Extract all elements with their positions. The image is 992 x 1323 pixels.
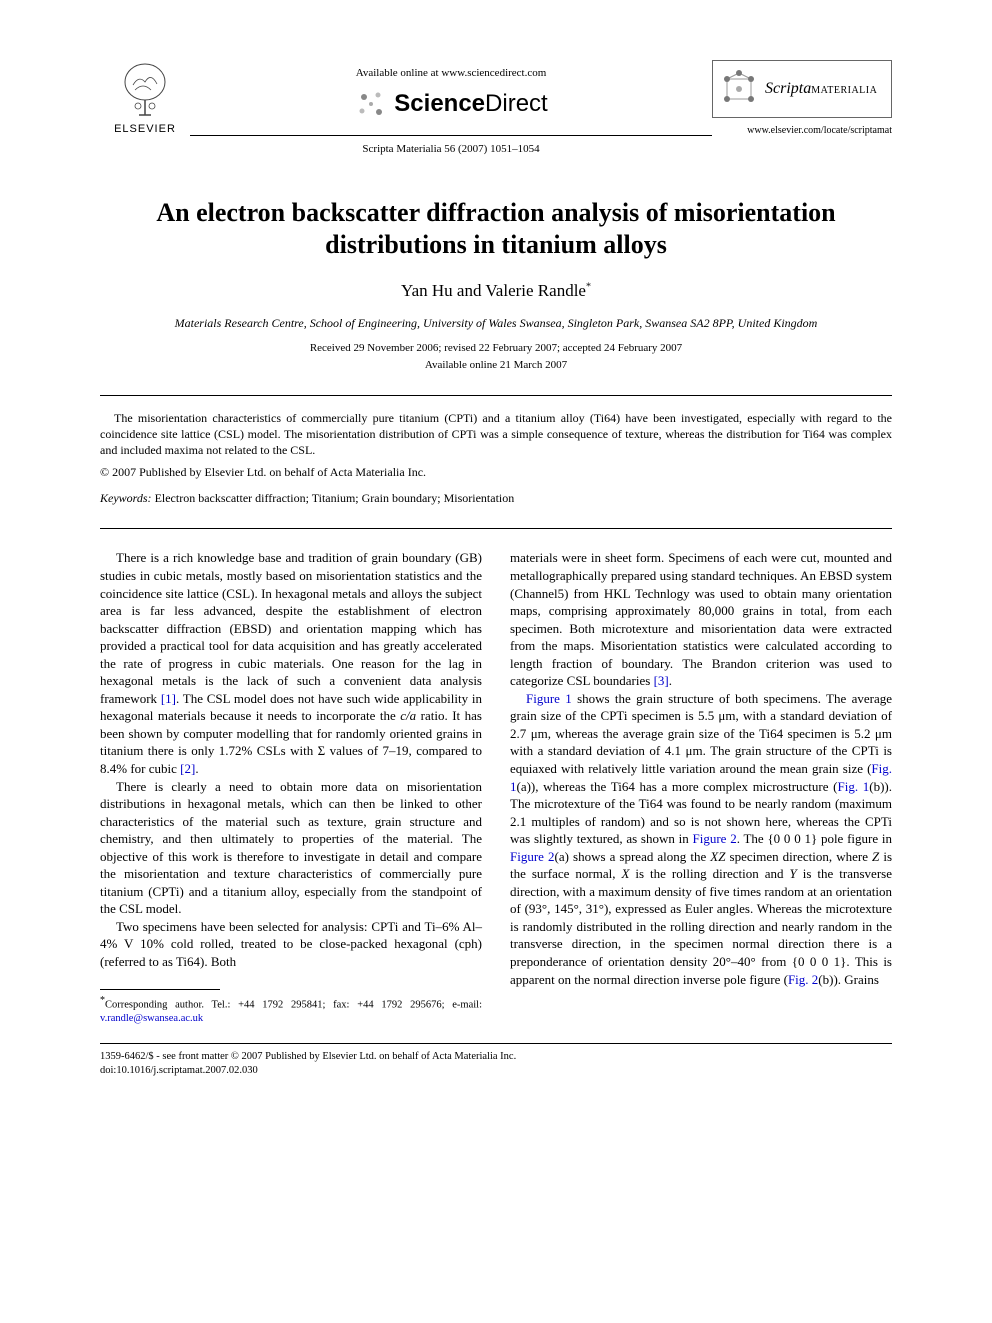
abstract-copyright: © 2007 Published by Elsevier Ltd. on beh… <box>100 464 892 480</box>
left-column: There is a rich knowledge base and tradi… <box>100 549 482 1025</box>
corresponding-author-footnote: *Corresponding author. Tel.: +44 1792 29… <box>100 994 482 1026</box>
available-online-text: Available online at www.sciencedirect.co… <box>190 66 712 81</box>
body-paragraph: materials were in sheet form. Specimens … <box>510 549 892 689</box>
body-paragraph: There is a rich knowledge base and tradi… <box>100 549 482 777</box>
body-columns: There is a rich knowledge base and tradi… <box>100 549 892 1025</box>
elsevier-logo-block: ELSEVIER <box>100 60 190 137</box>
article-title: An electron backscatter diffraction anal… <box>140 197 852 262</box>
scripta-lattice-icon <box>719 69 759 109</box>
right-column: materials were in sheet form. Specimens … <box>510 549 892 1025</box>
keywords-label: Keywords: <box>100 491 152 505</box>
abstract-bottom-rule <box>100 528 892 529</box>
elsevier-label: ELSEVIER <box>114 122 176 137</box>
figure-link[interactable]: Fig. 1 <box>838 779 870 794</box>
available-online-date: Available online 21 March 2007 <box>100 358 892 373</box>
journal-url[interactable]: www.elsevier.com/locate/scriptamat <box>712 124 892 138</box>
journal-logo-box: ScriptaMATERIALIA <box>712 60 892 118</box>
received-dates: Received 29 November 2006; revised 22 Fe… <box>100 341 892 356</box>
body-paragraph: Figure 1 shows the grain structure of bo… <box>510 690 892 988</box>
header-rule <box>190 135 712 136</box>
journal-title: ScriptaMATERIALIA <box>765 80 877 98</box>
journal-block: ScriptaMATERIALIA www.elsevier.com/locat… <box>712 60 892 138</box>
sciencedirect-text: ScienceDirect <box>394 88 547 120</box>
authors: Yan Hu and Valerie Randle* <box>100 280 892 303</box>
center-header: Available online at www.sciencedirect.co… <box>190 60 712 157</box>
ref-link-3[interactable]: [3] <box>654 673 669 688</box>
footer-line1: 1359-6462/$ - see front matter © 2007 Pu… <box>100 1050 892 1064</box>
page-header: ELSEVIER Available online at www.science… <box>100 60 892 157</box>
body-paragraph: Two specimens have been selected for ana… <box>100 918 482 971</box>
figure-link[interactable]: Figure 1 <box>526 691 572 706</box>
keywords-values: Electron backscatter diffraction; Titani… <box>155 491 515 505</box>
footnote-rule <box>100 989 220 990</box>
affiliation: Materials Research Centre, School of Eng… <box>100 315 892 331</box>
keywords-line: Keywords: Electron backscatter diffracti… <box>100 490 892 506</box>
sciencedirect-icon <box>354 87 388 121</box>
abstract-text: The misorientation characteristics of co… <box>100 410 892 459</box>
email-link[interactable]: v.randle@swansea.ac.uk <box>100 1013 203 1024</box>
abstract-top-rule <box>100 395 892 396</box>
figure-link[interactable]: Fig. 2 <box>788 972 818 987</box>
figure-link[interactable]: Figure 2 <box>510 849 555 864</box>
ref-link-2[interactable]: [2] <box>180 761 195 776</box>
sciencedirect-logo: ScienceDirect <box>190 87 712 121</box>
citation-line: Scripta Materialia 56 (2007) 1051–1054 <box>190 142 712 157</box>
elsevier-tree-icon <box>115 60 175 120</box>
ref-link-1[interactable]: [1] <box>161 691 176 706</box>
body-paragraph: There is clearly a need to obtain more d… <box>100 778 482 918</box>
footer-rule <box>100 1043 892 1044</box>
figure-link[interactable]: Figure 2 <box>693 831 737 846</box>
footer-line2: doi:10.1016/j.scriptamat.2007.02.030 <box>100 1064 892 1078</box>
